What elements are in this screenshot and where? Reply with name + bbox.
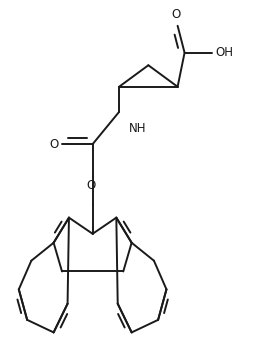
- Text: O: O: [172, 9, 181, 22]
- Text: OH: OH: [215, 46, 233, 59]
- Text: O: O: [49, 138, 59, 150]
- Text: O: O: [87, 179, 96, 192]
- Text: NH: NH: [129, 122, 146, 135]
